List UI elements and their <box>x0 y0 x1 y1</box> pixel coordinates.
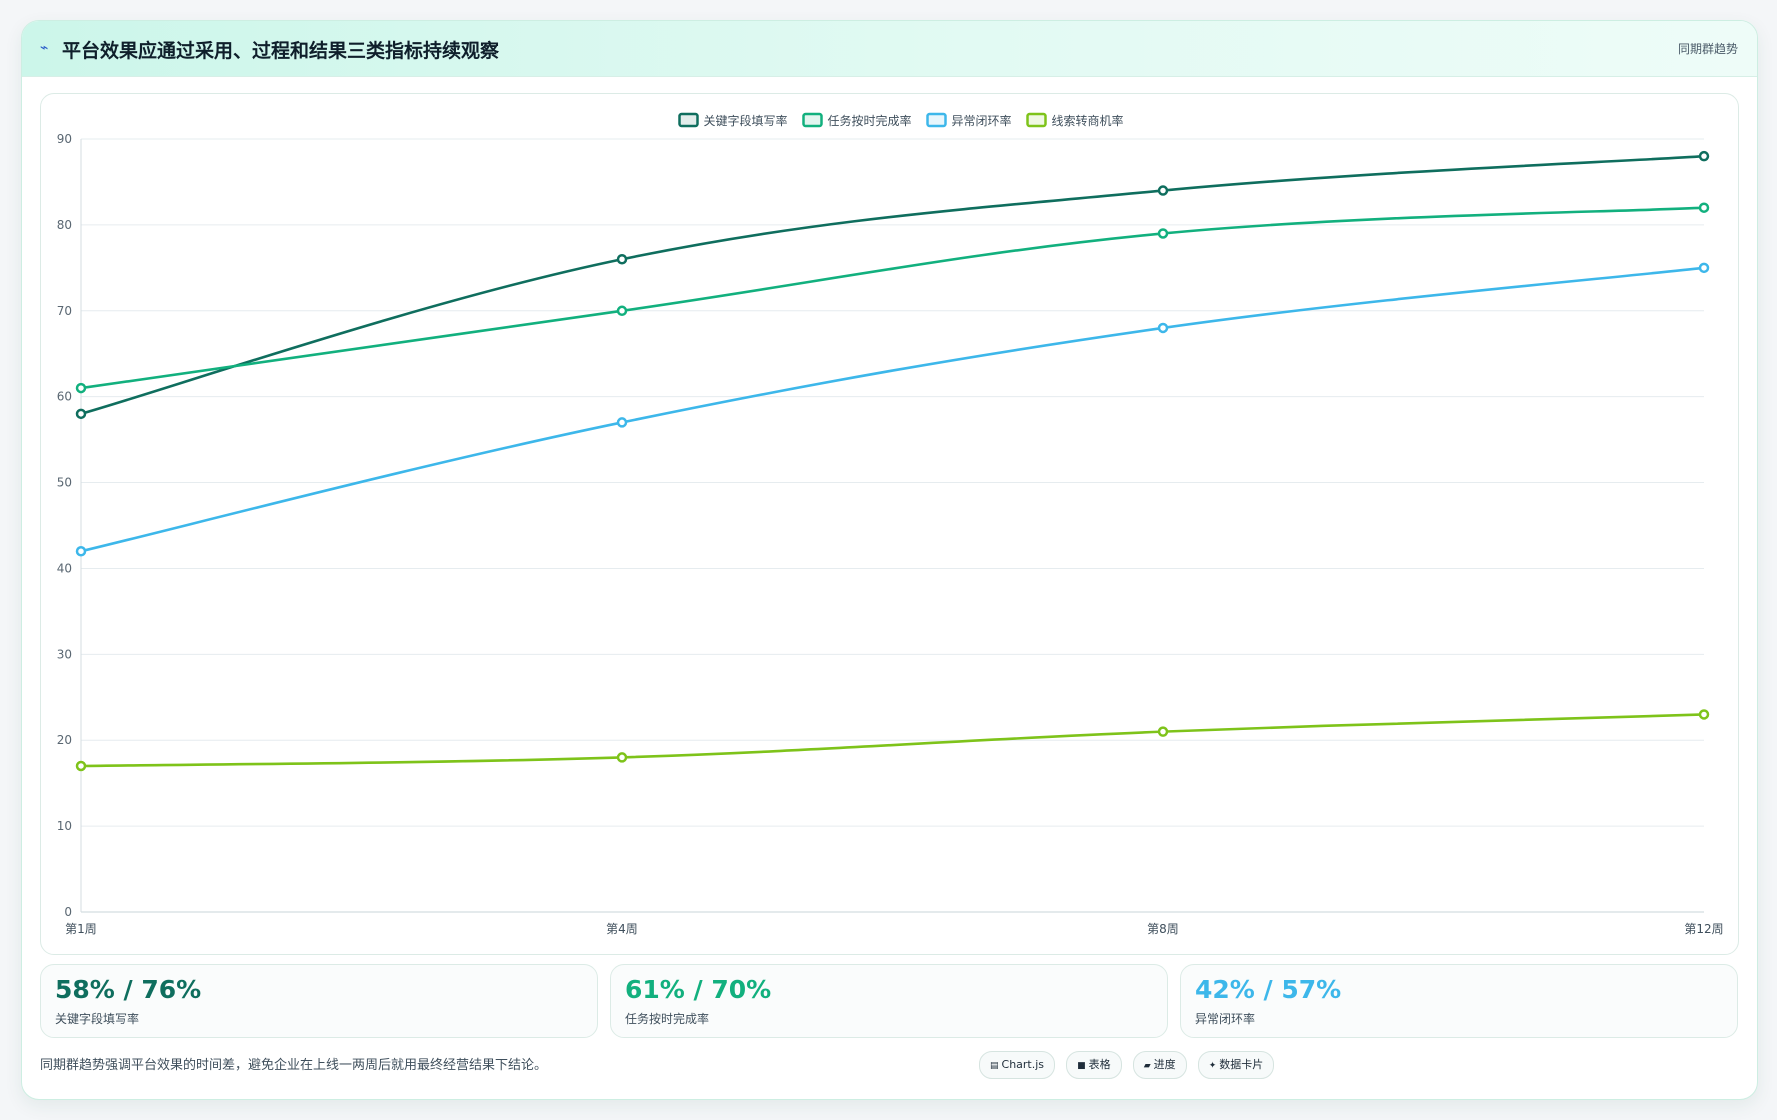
pill-label: 进度 <box>1153 1058 1176 1071</box>
series-line-2 <box>80 206 1705 390</box>
line-chart: 0 10 20 30 40 50 60 70 80 90 第1周 第4周 第8周 第12周 关键字段填写率 任… <box>57 112 1724 936</box>
stat-label: 异常闭环率 <box>1195 1012 1256 1026</box>
y-tick-label: 30 <box>57 647 72 661</box>
pill-data-card[interactable]: ✦ 数据卡片 <box>1197 1051 1275 1079</box>
stat-label: 任务按时完成率 <box>625 1012 710 1026</box>
data-point <box>1698 709 1710 720</box>
card-header: ⌁ 平台效果应通过采用、过程和结果三类指标持续观察 同期群趋势 <box>22 21 1757 77</box>
x-tick-label: 第12周 <box>1684 922 1723 936</box>
data-point <box>75 546 87 557</box>
y-tick-label: 10 <box>57 819 72 833</box>
stat-label: 关键字段填写率 <box>55 1012 140 1026</box>
y-tick-label: 90 <box>57 132 72 146</box>
chart-icon: ▤ <box>990 1061 999 1071</box>
stat-card-1: 58% / 76% 关键字段填写率 <box>40 964 598 1038</box>
trend-card: ⌁ 平台效果应通过采用、过程和结果三类指标持续观察 同期群趋势 0 10 20 30 4… <box>21 20 1758 1100</box>
series-line-1 <box>80 154 1705 416</box>
view-switcher: ▤ Chart.js ■ 表格 ▰ 进度 ✦ 数据卡片 <box>979 1051 1280 1079</box>
legend-swatch-4 <box>1026 112 1047 128</box>
pill-progress[interactable]: ▰ 进度 <box>1132 1051 1187 1079</box>
data-point <box>75 408 87 420</box>
data-point <box>616 253 628 265</box>
y-tick-label: 0 <box>64 905 72 919</box>
legend-label-1: 关键字段填写率 <box>703 113 787 128</box>
stat-value: 58% / 76% <box>55 975 202 1004</box>
y-tick-label: 70 <box>57 304 72 318</box>
stat-card-3: 42% / 57% 异常闭环率 <box>1180 964 1738 1038</box>
data-point <box>75 760 87 772</box>
legend-swatch-2 <box>802 112 823 128</box>
legend-label-4: 线索转商机率 <box>1052 113 1124 128</box>
card-title: 平台效果应通过采用、过程和结果三类指标持续观察 <box>62 40 500 62</box>
data-point <box>616 752 628 763</box>
y-tick-label: 50 <box>57 476 72 490</box>
stat-card-2: 61% / 70% 任务按时完成率 <box>610 964 1168 1038</box>
y-tick-label: 40 <box>57 561 72 575</box>
card-tag: 同期群趋势 <box>1677 42 1738 56</box>
x-tick-label: 第1周 <box>65 922 97 936</box>
series-line-4 <box>80 713 1705 768</box>
pill-label: 数据卡片 <box>1219 1058 1264 1071</box>
legend-label-2: 任务按时完成率 <box>827 113 911 128</box>
footer-note: 同期群趋势强调平台效果的时间差，避免企业在上线一两周后就用最终经营结果下结论。 <box>40 1058 548 1073</box>
legend-swatch-3 <box>926 112 947 128</box>
y-tick-label: 20 <box>57 733 72 747</box>
data-point <box>1157 726 1169 737</box>
pill-label: Chart.js <box>1001 1058 1045 1071</box>
data-point <box>75 382 87 394</box>
series-line-3 <box>80 266 1705 553</box>
data-point <box>1698 262 1710 274</box>
progress-icon: ▰ <box>1143 1061 1151 1071</box>
data-point <box>1157 228 1169 239</box>
data-point <box>1157 322 1169 334</box>
data-point <box>616 305 628 317</box>
table-icon: ■ <box>1077 1061 1086 1071</box>
trend-icon: ⌁ <box>40 40 49 56</box>
card-icon: ✦ <box>1208 1061 1217 1071</box>
data-point <box>616 417 628 428</box>
chart-panel: 0 10 20 30 40 50 60 70 80 90 第1周 第4周 第8周 第12周 关键字段填写率 任… <box>40 93 1739 955</box>
data-point <box>1157 185 1169 196</box>
x-tick-label: 第4周 <box>606 922 638 936</box>
data-point <box>1698 202 1710 213</box>
pill-label: 表格 <box>1088 1058 1111 1071</box>
x-tick-label: 第8周 <box>1147 922 1179 936</box>
stat-value: 42% / 57% <box>1195 975 1342 1004</box>
y-tick-label: 60 <box>57 390 72 404</box>
data-point <box>1698 150 1710 162</box>
stat-value: 61% / 70% <box>625 975 772 1004</box>
legend-label-3: 异常闭环率 <box>952 113 1012 128</box>
pill-chartjs[interactable]: ▤ Chart.js <box>979 1051 1056 1079</box>
legend-swatch-1 <box>678 112 699 128</box>
pill-table[interactable]: ■ 表格 <box>1066 1051 1122 1079</box>
y-tick-label: 80 <box>57 218 72 232</box>
